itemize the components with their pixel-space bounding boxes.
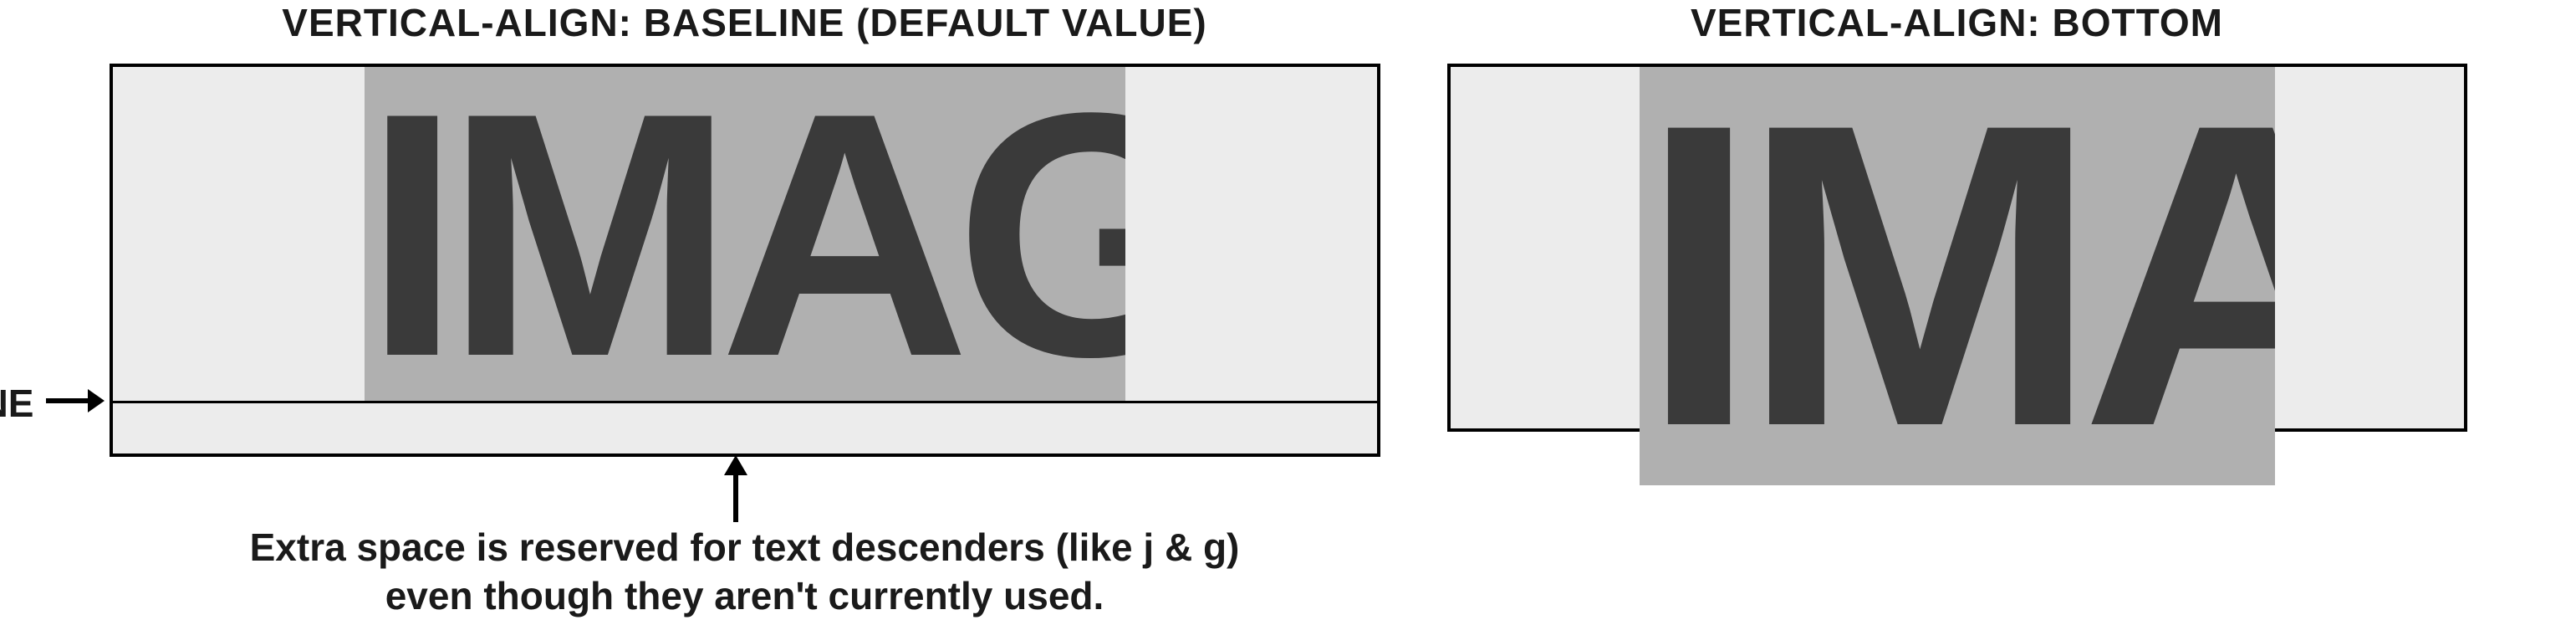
diagram-wrap: VERTICAL-ALIGN: BASELINE (DEFAULT VALUE)… [0,0,2576,457]
box-bottom: IMAGE [1447,64,2467,432]
image-placeholder-bottom: IMAGE [1640,67,2275,485]
panel-bottom: VERTICAL-ALIGN: BOTTOM IMAGE [1447,0,2467,457]
arrow-right-icon [46,378,105,428]
baseline-label-text: BASELINE [0,381,34,426]
title-baseline: VERTICAL-ALIGN: BASELINE (DEFAULT VALUE) [282,0,1206,45]
title-bottom: VERTICAL-ALIGN: BOTTOM [1691,0,2223,45]
caption-line1: Extra space is reserved for text descend… [59,524,1431,572]
baseline-label: BASELINE [0,378,105,428]
caption-line2: even though they aren't currently used. [59,572,1431,620]
arrow-up-icon [719,455,752,522]
caption: Extra space is reserved for text descend… [59,524,1431,620]
image-placeholder-baseline: IMAGE [365,67,1125,402]
panel-baseline: VERTICAL-ALIGN: BASELINE (DEFAULT VALUE)… [110,0,1380,457]
caption-arrow [719,455,752,522]
box-baseline: IMAGE [110,64,1380,457]
